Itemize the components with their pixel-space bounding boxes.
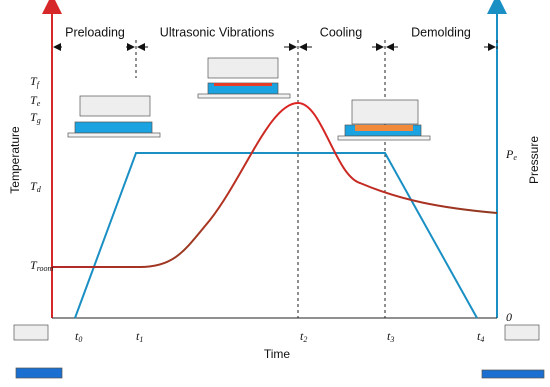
bottom-axis-title: Time: [264, 347, 291, 361]
label-subscript: room: [37, 264, 54, 273]
pressure-curve: [74, 152, 478, 319]
label-subscript: f: [37, 80, 41, 89]
label-base: t: [136, 329, 140, 343]
axis-label: Tf: [30, 74, 41, 89]
phase-label: Ultrasonic Vibrations: [160, 25, 274, 39]
label-subscript: 4: [480, 335, 484, 344]
axis-label: Te: [30, 93, 41, 108]
label-subscript: 2: [303, 335, 307, 344]
axis-label: Pe: [505, 147, 517, 162]
label-base: T: [30, 74, 38, 88]
axis-label: Tg: [30, 110, 41, 125]
right-axis-title: Pressure: [527, 136, 541, 184]
mold-icons: [13, 57, 545, 379]
label-base: T: [30, 110, 38, 124]
label-base: P: [505, 147, 514, 161]
label-subscript: 3: [389, 335, 394, 344]
label-base: T: [30, 258, 38, 272]
axis-label: 0: [506, 310, 512, 324]
label-base: T: [30, 93, 38, 107]
axis-label: t2: [300, 329, 307, 344]
label-subscript: d: [37, 185, 42, 194]
label-subscript: 1: [139, 335, 143, 344]
phase-label: Preloading: [65, 25, 125, 39]
label-base: 0: [506, 310, 512, 324]
label-subscript: g: [37, 116, 41, 125]
axis-label: Td: [30, 179, 42, 194]
axis-label: t4: [477, 329, 484, 344]
label-base: t: [300, 329, 304, 343]
phase-dividers: [135, 40, 498, 318]
temperature-curve: [52, 101, 498, 268]
axis-label: Troom: [30, 258, 54, 273]
label-subscript: e: [513, 153, 517, 162]
label-base: t: [75, 329, 79, 343]
label-subscript: e: [37, 99, 41, 108]
label-base: t: [387, 329, 391, 343]
axis-label: t0: [75, 329, 82, 344]
label-base: t: [477, 329, 481, 343]
phase-label: Demolding: [411, 25, 471, 39]
phase-label: Cooling: [320, 25, 362, 39]
label-base: T: [30, 179, 38, 193]
label-subscript: 0: [78, 335, 82, 344]
axis-label: t3: [387, 329, 394, 344]
axis-label: t1: [136, 329, 143, 344]
left-axis-title: Temperature: [8, 126, 22, 194]
